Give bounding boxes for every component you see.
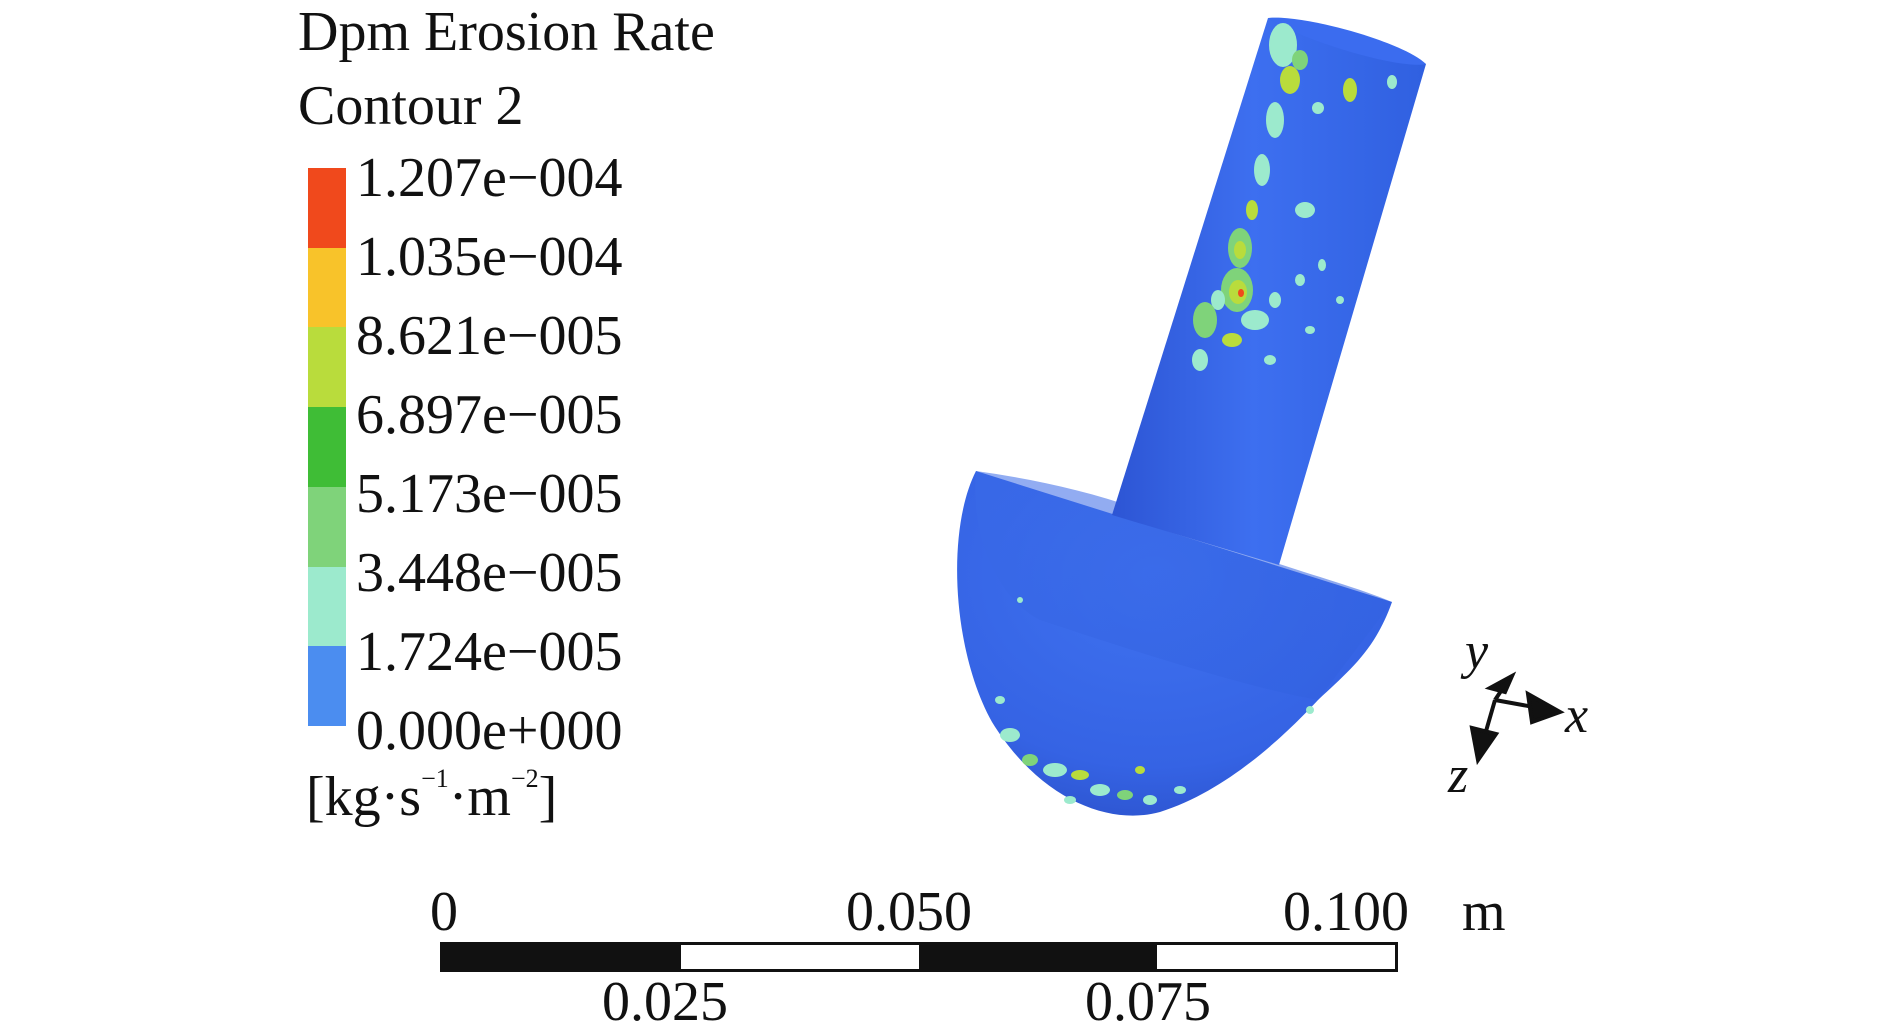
legend-tick: 1.035e−004	[356, 226, 623, 288]
shaft	[1112, 18, 1426, 565]
y-axis-label: y	[1460, 623, 1489, 680]
z-axis-arrowhead	[1469, 725, 1500, 766]
scale-segment	[443, 945, 681, 969]
color-band-4	[308, 407, 346, 487]
scale-bar	[440, 942, 1398, 972]
legend-units: [kg·s−1·m−2]	[306, 764, 558, 828]
scale-label-0-100: 0.100	[1283, 881, 1409, 943]
legend-tick: 8.621e−005	[356, 305, 623, 367]
scale-segment	[681, 945, 919, 969]
x-axis-label: x	[1564, 687, 1588, 744]
color-band-1	[308, 168, 346, 248]
axis-triad	[1469, 671, 1565, 766]
units-exponent-m: −2	[510, 764, 539, 793]
scale-label-0: 0	[430, 881, 458, 943]
color-band-2	[308, 247, 346, 328]
legend-tick: 1.724e−005	[356, 621, 623, 683]
legend-tick: 1.207e−004	[356, 147, 623, 209]
erosion-speckles-shaft	[1192, 23, 1397, 371]
units-suffix: ]	[538, 766, 558, 828]
color-band-5	[308, 486, 346, 567]
units-prefix: [kg·s	[306, 766, 422, 828]
legend-tick: 5.173e−005	[356, 463, 623, 525]
units-middle: ·m	[448, 766, 511, 828]
legend-subtitle: Contour 2	[298, 75, 524, 137]
color-band-3	[308, 327, 346, 408]
legend-title: Dpm Erosion Rate	[298, 1, 715, 63]
erosion-speckles-dome	[995, 597, 1314, 805]
legend-tick: 3.448e−005	[356, 542, 623, 604]
scale-label-0-025: 0.025	[602, 971, 728, 1033]
scale-segment	[1157, 945, 1395, 969]
legend-tick: 0.000e+000	[356, 700, 623, 762]
color-band-7	[308, 646, 346, 727]
units-exponent-s: −1	[421, 764, 449, 793]
color-bar	[308, 168, 346, 727]
scale-segment	[919, 945, 1157, 969]
y-axis-arrowhead	[1484, 671, 1517, 695]
x-axis-arrowhead	[1525, 690, 1565, 725]
scale-label-0-050: 0.050	[846, 881, 972, 943]
color-band-6	[308, 566, 346, 647]
scale-unit: m	[1462, 881, 1506, 943]
z-axis-label: z	[1447, 747, 1468, 804]
legend-tick: 6.897e−005	[356, 384, 623, 446]
cap-top-face	[975, 471, 1392, 700]
scale-label-0-075: 0.075	[1085, 971, 1211, 1033]
shaft-top	[1268, 17, 1426, 65]
